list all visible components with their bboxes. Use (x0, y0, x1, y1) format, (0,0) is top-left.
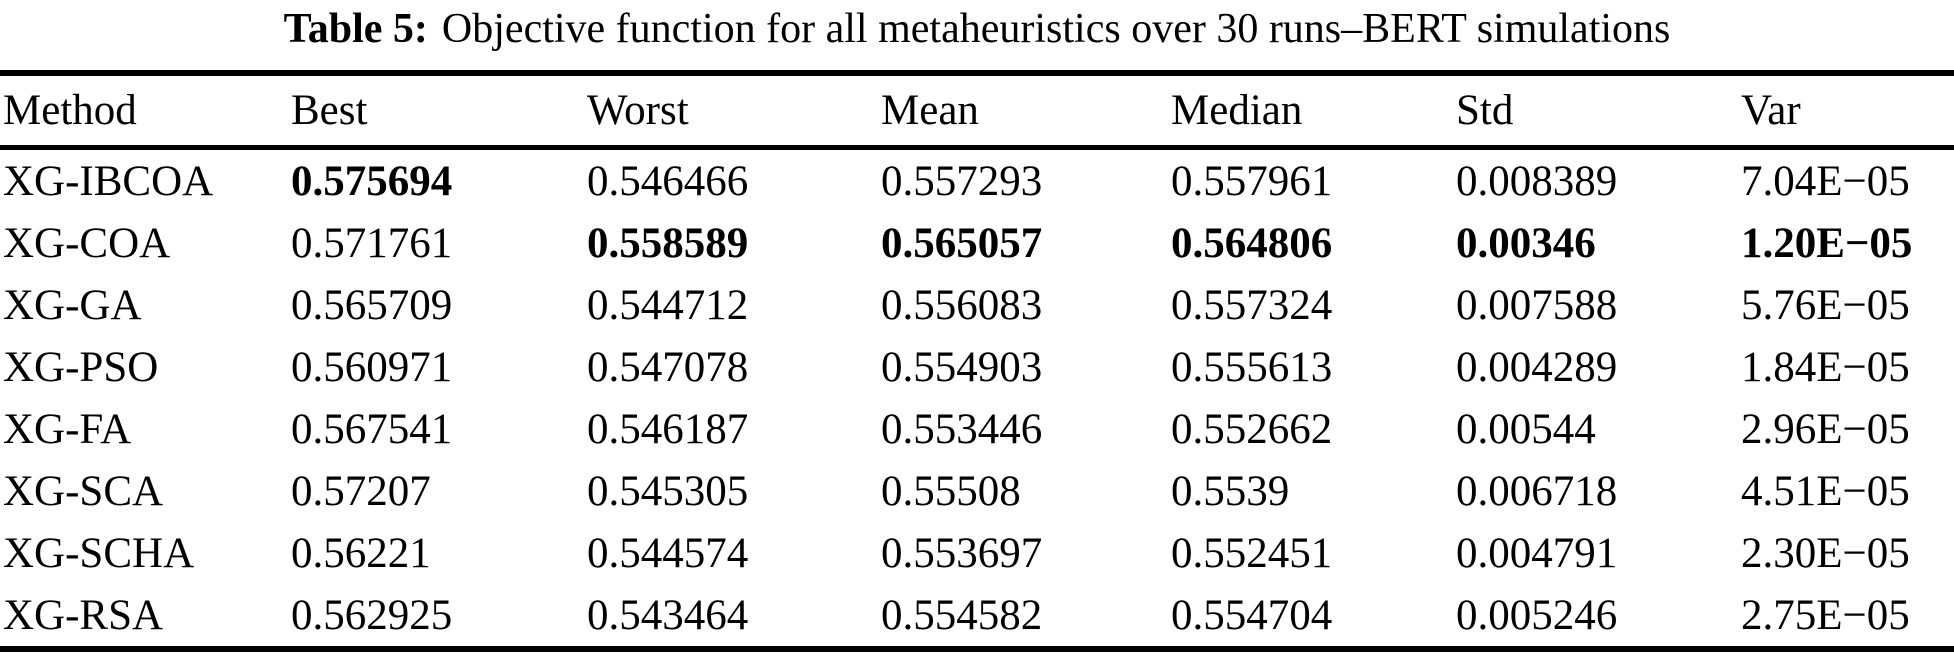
median-cell: 0.554704 (1171, 591, 1333, 639)
table-row: XG-COA 0.571761 0.558589 0.565057 0.5648… (0, 212, 1954, 274)
best-cell: 0.575694 (291, 157, 453, 205)
header-row: Method Best Worst Mean Median Std Var (0, 73, 1954, 150)
worst-cell: 0.544712 (587, 281, 749, 329)
column-header-worst: Worst (587, 73, 881, 150)
best-cell: 0.56221 (291, 529, 431, 577)
std-cell: 0.00346 (1456, 219, 1596, 267)
var-cell: 1.84E−05 (1741, 343, 1910, 391)
median-cell: 0.5539 (1171, 467, 1290, 515)
worst-cell: 0.545305 (587, 467, 749, 515)
method-cell: XG-RSA (3, 591, 164, 639)
best-cell: 0.565709 (291, 281, 453, 329)
table-caption: Table 5: Objective function for all metah… (0, 2, 1954, 56)
best-cell: 0.562925 (291, 591, 453, 639)
column-header-std: Std (1456, 73, 1741, 150)
table-row: XG-SCA 0.57207 0.545305 0.55508 0.5539 0… (0, 460, 1954, 522)
worst-cell: 0.547078 (587, 343, 749, 391)
var-cell: 2.30E−05 (1741, 529, 1910, 577)
mean-cell: 0.554582 (881, 591, 1043, 639)
worst-cell: 0.546466 (587, 157, 749, 205)
median-cell: 0.555613 (1171, 343, 1333, 391)
std-cell: 0.008389 (1456, 157, 1618, 205)
mean-cell: 0.55508 (881, 467, 1021, 515)
method-cell: XG-FA (3, 405, 132, 453)
std-cell: 0.00544 (1456, 405, 1596, 453)
table-row: XG-GA 0.565709 0.544712 0.556083 0.55732… (0, 274, 1954, 336)
var-cell: 7.04E−05 (1741, 157, 1910, 205)
worst-cell: 0.558589 (587, 219, 749, 267)
var-cell: 4.51E−05 (1741, 467, 1910, 515)
mean-cell: 0.554903 (881, 343, 1043, 391)
method-cell: XG-IBCOA (3, 157, 214, 205)
var-cell: 1.20E−05 (1741, 219, 1913, 267)
best-cell: 0.567541 (291, 405, 453, 453)
table-row: XG-FA 0.567541 0.546187 0.553446 0.55266… (0, 398, 1954, 460)
table-header: Method Best Worst Mean Median Std Var (0, 73, 1954, 150)
table-row: XG-PSO 0.560971 0.547078 0.554903 0.5556… (0, 336, 1954, 398)
method-cell: XG-PSO (3, 343, 159, 391)
median-cell: 0.552451 (1171, 529, 1333, 577)
table-row: XG-SCHA 0.56221 0.544574 0.553697 0.5524… (0, 522, 1954, 584)
caption-text: Objective function for all metaheuristic… (441, 6, 1671, 52)
column-header-mean: Mean (881, 73, 1171, 150)
method-cell: XG-GA (3, 281, 142, 329)
median-cell: 0.557324 (1171, 281, 1333, 329)
std-cell: 0.005246 (1456, 591, 1618, 639)
var-cell: 2.75E−05 (1741, 591, 1910, 639)
table-row: XG-RSA 0.562925 0.543464 0.554582 0.5547… (0, 584, 1954, 649)
worst-cell: 0.543464 (587, 591, 749, 639)
worst-cell: 0.546187 (587, 405, 749, 453)
best-cell: 0.57207 (291, 467, 431, 515)
std-cell: 0.007588 (1456, 281, 1618, 329)
results-table: Method Best Worst Mean Median Std Var XG… (0, 70, 1954, 652)
std-cell: 0.004289 (1456, 343, 1618, 391)
median-cell: 0.557961 (1171, 157, 1333, 205)
table-body: XG-IBCOA 0.575694 0.546466 0.557293 0.55… (0, 148, 1954, 650)
median-cell: 0.552662 (1171, 405, 1333, 453)
mean-cell: 0.556083 (881, 281, 1043, 329)
var-cell: 2.96E−05 (1741, 405, 1910, 453)
mean-cell: 0.557293 (881, 157, 1043, 205)
column-header-best: Best (291, 73, 587, 150)
caption-label: Table 5: (283, 6, 428, 52)
table-row: XG-IBCOA 0.575694 0.546466 0.557293 0.55… (0, 148, 1954, 213)
method-cell: XG-SCHA (3, 529, 195, 577)
column-header-method: Method (0, 73, 291, 150)
worst-cell: 0.544574 (587, 529, 749, 577)
column-header-var: Var (1741, 73, 1954, 150)
std-cell: 0.006718 (1456, 467, 1618, 515)
best-cell: 0.560971 (291, 343, 453, 391)
method-cell: XG-COA (3, 219, 171, 267)
std-cell: 0.004791 (1456, 529, 1618, 577)
method-cell: XG-SCA (3, 467, 164, 515)
median-cell: 0.564806 (1171, 219, 1333, 267)
var-cell: 5.76E−05 (1741, 281, 1910, 329)
mean-cell: 0.565057 (881, 219, 1043, 267)
best-cell: 0.571761 (291, 219, 453, 267)
mean-cell: 0.553697 (881, 529, 1043, 577)
column-header-median: Median (1171, 73, 1456, 150)
mean-cell: 0.553446 (881, 405, 1043, 453)
